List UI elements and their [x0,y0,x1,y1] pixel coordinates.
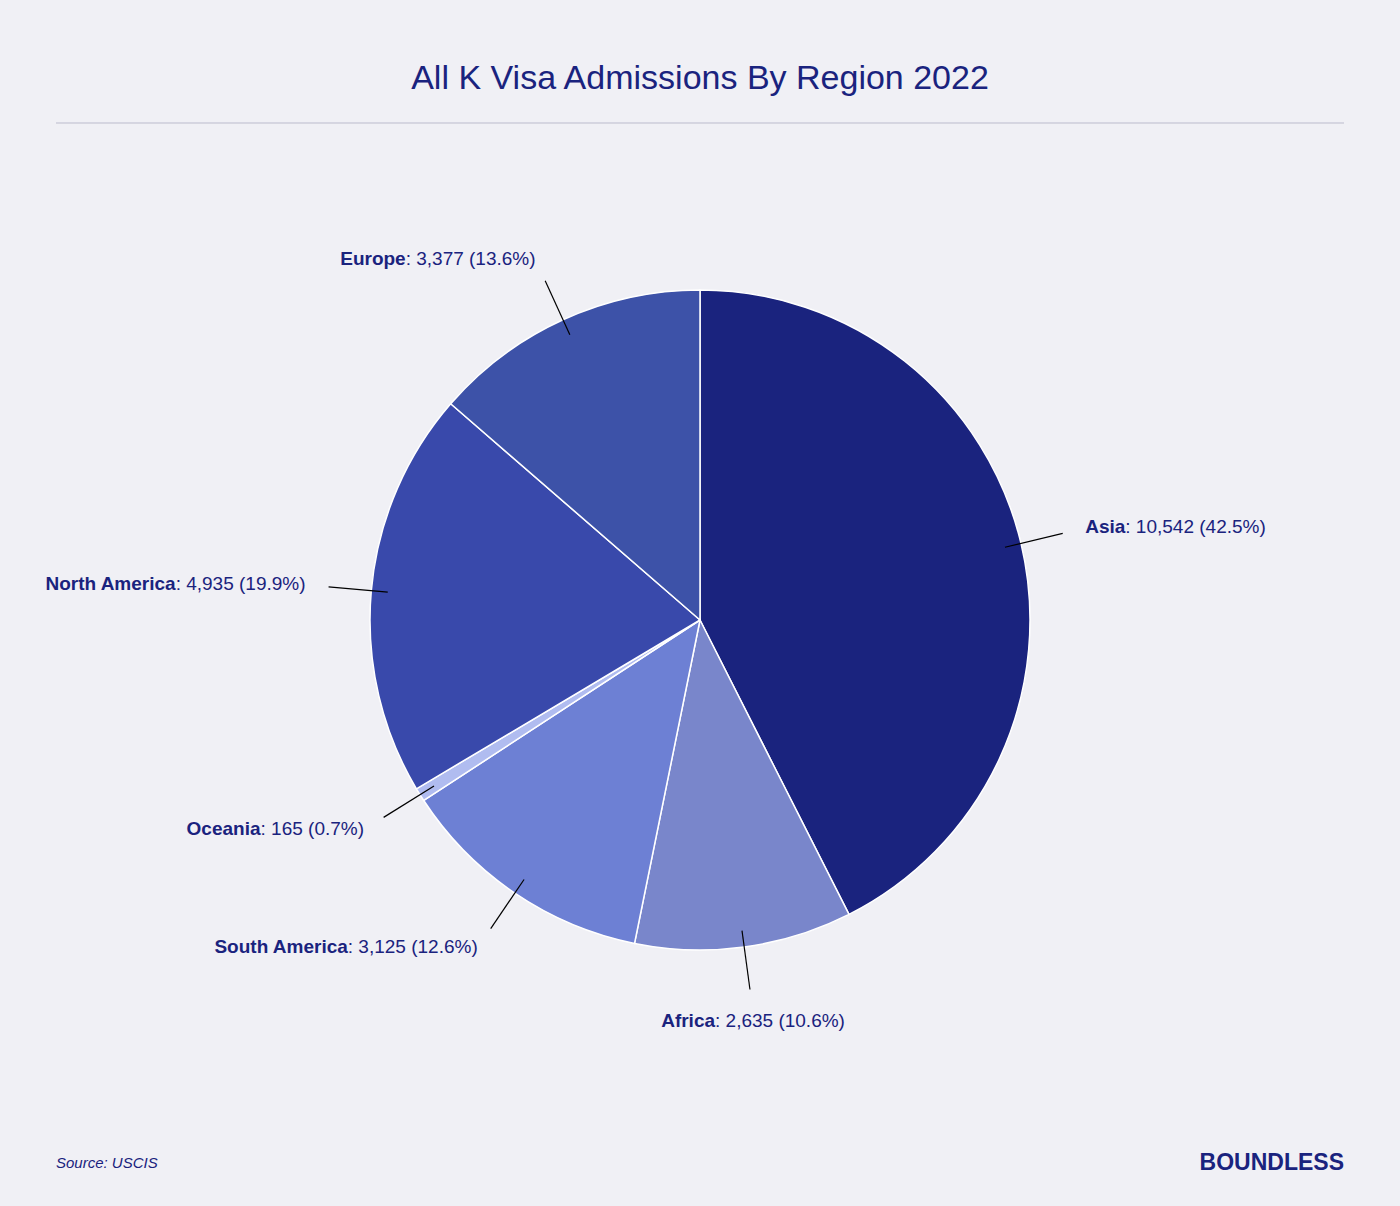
label-region: Asia [1085,516,1126,537]
label-connector [545,281,570,335]
chart-container: All K Visa Admissions By Region 2022 Asia… [0,0,1400,1206]
label-region: South America [214,936,348,957]
label-connector [742,931,750,990]
label-region: Oceania [187,818,261,839]
title: All K Visa Admissions By Region 2022 [411,58,989,96]
title-separator [56,123,1344,124]
data-label: Africa: 2,635 (10.6%) [661,1010,845,1031]
brand: BOUNDLESS [1200,1149,1344,1175]
label-connector [491,879,524,928]
data-label: South America: 3,125 (12.6%) [214,936,477,957]
data-label: Asia: 10,542 (42.5%) [1085,516,1266,537]
source-note: Source: USCIS [56,1154,158,1171]
label-value: : 165 (0.7%) [261,818,365,839]
label-region: North America [45,573,176,594]
background [0,0,1400,1206]
label-value: : 4,935 (19.9%) [176,573,306,594]
label-value: : 3,377 (13.6%) [406,248,536,269]
label-value: : 10,542 (42.5%) [1125,516,1265,537]
data-label: Oceania: 165 (0.7%) [187,818,364,839]
label-value: : 3,125 (12.6%) [348,936,478,957]
data-label: North America: 4,935 (19.9%) [45,573,305,594]
label-region: Europe [340,248,405,269]
labels: Asia: 10,542 (42.5%) Africa: 2,635 (10.6%… [45,248,1265,1032]
pie-slice [451,290,700,620]
slices [370,290,1030,950]
label-connector [384,786,434,817]
label-value: : 2,635 (10.6%) [715,1010,845,1031]
label-region: Africa [661,1010,715,1031]
data-label: Europe: 3,377 (13.6%) [340,248,535,269]
chart-svg: All K Visa Admissions By Region 2022 Asia… [0,0,1400,1206]
label-connector [1005,533,1063,547]
label-connector [329,587,388,592]
